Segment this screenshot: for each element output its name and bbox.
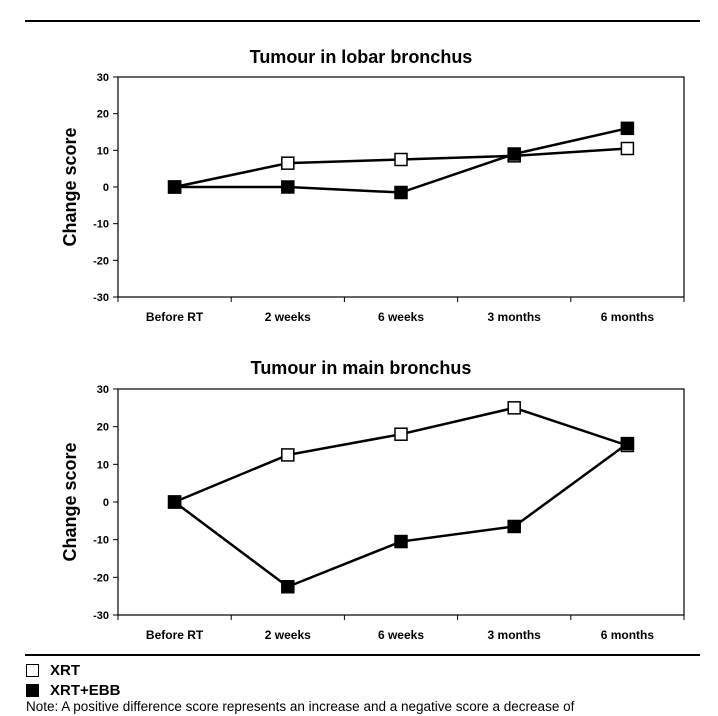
x-tick-label: 2 weeks [265, 310, 311, 324]
x-tick-label: 6 months [601, 310, 655, 324]
x-tick-label: 2 weeks [265, 628, 311, 642]
data-point-xrt-ebb [508, 148, 520, 160]
series-line-xrt [175, 408, 628, 502]
y-tick-label: -30 [93, 610, 109, 622]
legend: XRT XRT+EBB [26, 660, 716, 700]
y-axis-label: Change score [60, 127, 80, 246]
y-tick-label: 20 [97, 422, 109, 434]
series-line-xrt-ebb [175, 444, 628, 587]
data-point-xrt-ebb [621, 122, 633, 134]
x-tick-label: Before RT [146, 628, 204, 642]
data-point-xrt-ebb [169, 496, 181, 508]
x-tick-label: 6 months [601, 628, 655, 642]
y-tick-label: -20 [93, 572, 109, 584]
data-point-xrt-ebb [282, 181, 294, 193]
data-point-xrt [395, 154, 407, 166]
legend-label-xrt: XRT [50, 662, 80, 679]
x-tick-label: 6 weeks [378, 628, 424, 642]
y-tick-label: 10 [97, 459, 109, 471]
legend-swatch-xrt-ebb [26, 684, 39, 697]
legend-item-xrt-ebb: XRT+EBB [26, 680, 716, 700]
data-point-xrt [395, 428, 407, 440]
legend-swatch-xrt [26, 664, 39, 677]
y-axis-label: Change score [60, 442, 80, 561]
data-point-xrt-ebb [621, 438, 633, 450]
data-point-xrt-ebb [169, 181, 181, 193]
chart-lobar-bronchus: Tumour in lobar bronchus Change score 30 20… [60, 47, 684, 324]
y-tick-label: -20 [93, 255, 109, 267]
data-point-xrt [282, 157, 294, 169]
chart-title: Tumour in lobar bronchus [250, 47, 473, 67]
data-point-xrt-ebb [508, 520, 520, 532]
y-tick-label: 30 [97, 384, 109, 396]
y-tick-label: -30 [93, 292, 109, 304]
data-point-xrt-ebb [282, 581, 294, 593]
chart-title: Tumour in main bronchus [251, 358, 472, 378]
legend-item-xrt: XRT [26, 660, 716, 680]
x-tick-label: Before RT [146, 310, 204, 324]
data-point-xrt-ebb [395, 536, 407, 548]
legend-label-xrt-ebb: XRT+EBB [50, 682, 120, 699]
data-point-xrt [621, 143, 633, 155]
y-tick-label: 20 [97, 109, 109, 121]
data-point-xrt-ebb [395, 187, 407, 199]
y-tick-label: -10 [93, 219, 109, 231]
data-point-xrt [282, 449, 294, 461]
x-tick-label: 3 months [488, 628, 542, 642]
y-tick-label: 30 [97, 72, 109, 84]
footnote: Note: A positive difference score repres… [26, 699, 574, 714]
y-tick-label: -10 [93, 535, 109, 547]
y-tick-label: 0 [103, 497, 109, 509]
y-tick-label: 0 [103, 182, 109, 194]
data-point-xrt [508, 402, 520, 414]
x-tick-label: 6 weeks [378, 310, 424, 324]
plot-frame [118, 389, 684, 615]
y-tick-label: 10 [97, 145, 109, 157]
x-tick-label: 3 months [488, 310, 542, 324]
chart-main-bronchus: Tumour in main bronchus Change score 30 20 1… [60, 358, 684, 642]
